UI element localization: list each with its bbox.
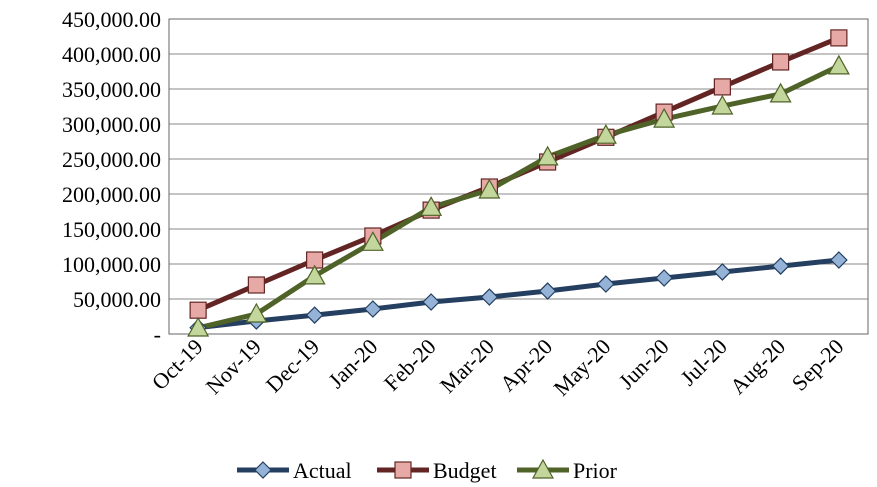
x-tick-label: Aug-20 [725,334,790,399]
marker [655,269,673,287]
legend-label: Budget [433,458,497,483]
y-tick-label: 200,000.00 [62,182,161,207]
x-tick-label: Jan-20 [323,334,382,393]
y-tick-label: 50,000.00 [73,287,161,312]
marker [187,316,210,337]
marker [594,123,617,144]
marker [245,302,268,323]
marker [769,82,792,103]
marker [713,263,732,281]
marker [305,306,324,324]
marker [536,145,559,166]
y-tick-label: 250,000.00 [62,147,161,172]
marker [254,461,272,479]
legend-label: Prior [573,458,618,483]
marker [361,231,384,251]
marker [531,458,555,479]
marker [394,461,412,479]
plot-border [168,18,869,335]
marker [422,293,440,311]
y-tick-label: 450,000.00 [62,7,161,32]
x-tick-label: Jun-20 [614,334,674,394]
marker [478,178,501,199]
y-tick-label: 300,000.00 [62,112,161,137]
legend-label: Actual [293,458,352,483]
marker [538,282,557,300]
marker [653,107,676,128]
marker [597,275,615,293]
x-tick-label: Apr-20 [495,334,557,396]
x-tick-label: May-20 [548,334,615,401]
x-tick-label: Dec-19 [261,334,324,397]
x-tick-label: Nov-19 [201,334,266,399]
x-tick-label: Jul-20 [675,334,732,391]
x-tick-label: Feb-20 [379,334,441,396]
marker [364,300,382,318]
x-tick-label: Sep-20 [787,334,849,396]
marker [772,53,790,71]
series-line [197,63,840,331]
marker [480,288,499,306]
y-tick-label: 150,000.00 [62,217,161,242]
y-tick-label: 350,000.00 [62,77,161,102]
marker [827,54,850,75]
marker [711,94,734,115]
y-tick-label: 100,000.00 [62,252,161,277]
marker [189,301,207,319]
marker [713,78,731,96]
x-tick-label: Mar-20 [435,334,499,398]
marker [830,251,848,269]
marker [303,264,326,285]
marker [420,196,443,216]
y-tick-label: - [154,322,161,347]
marker [247,276,265,294]
series-line [197,257,840,331]
y-tick-label: 400,000.00 [62,42,161,67]
marker [771,257,790,275]
marker [830,29,848,47]
